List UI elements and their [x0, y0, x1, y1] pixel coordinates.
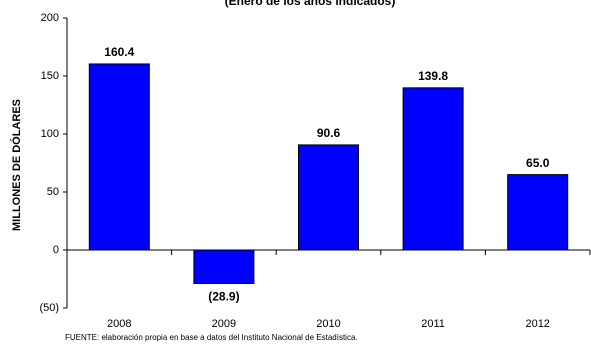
- chart-subtitle: (Enero de los años indicados): [225, 0, 396, 8]
- y-tick-label: 150: [41, 70, 59, 82]
- y-axis-label: MILLONES DE DÓLARES: [10, 99, 23, 231]
- bar: [507, 174, 569, 251]
- value-label: (28.9): [208, 290, 239, 304]
- x-tick-label: 2010: [316, 318, 340, 330]
- y-tick-label: (50): [39, 302, 59, 314]
- bar: [298, 144, 359, 251]
- value-label: 90.6: [317, 126, 341, 140]
- value-label: 139.8: [418, 69, 448, 83]
- y-tick-label: 0: [53, 244, 59, 256]
- x-tick-label: 2011: [421, 318, 445, 330]
- bar: [193, 249, 255, 285]
- y-tick-label: 50: [47, 186, 59, 198]
- bar: [402, 87, 464, 251]
- value-label: 160.4: [104, 45, 134, 59]
- x-tick-label: 2012: [525, 318, 549, 330]
- bar: [88, 63, 150, 251]
- x-tick-label: 2008: [107, 318, 131, 330]
- source-note: FUENTE: elaboración propia en base a dat…: [65, 333, 358, 342]
- x-tick-label: 2009: [212, 318, 236, 330]
- y-tick-label: 200: [41, 12, 59, 24]
- value-label: 65.0: [526, 156, 550, 170]
- y-tick-label: 100: [41, 128, 59, 140]
